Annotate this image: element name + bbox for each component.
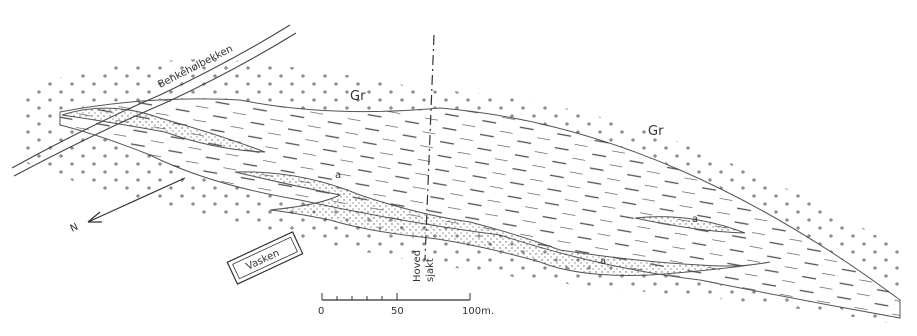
scale-tick-100: 100m. xyxy=(462,306,494,317)
ore-lens-east xyxy=(634,216,746,234)
shaft-label-2: sjakt xyxy=(425,258,436,282)
building-vasken xyxy=(226,231,304,285)
ore-label-3: a xyxy=(600,256,606,267)
scale-tick-0: 0 xyxy=(318,306,324,317)
ore-lens-upper xyxy=(61,107,266,153)
north-arrow xyxy=(87,177,186,223)
ore-lens-main xyxy=(234,171,771,276)
granite-label-2: Gr xyxy=(648,124,664,139)
granite-label-1: Gr xyxy=(350,89,366,104)
scale-bar: 0 50 100m. xyxy=(318,293,494,317)
north-label: N xyxy=(69,222,80,235)
scale-tick-50: 50 xyxy=(391,306,404,317)
ore-label-2: a xyxy=(692,214,698,225)
shaft-label-1: Hoved xyxy=(412,250,423,282)
ore-label-1: a xyxy=(335,170,341,181)
stream-line xyxy=(11,24,291,169)
main-shaft-line xyxy=(424,34,435,261)
